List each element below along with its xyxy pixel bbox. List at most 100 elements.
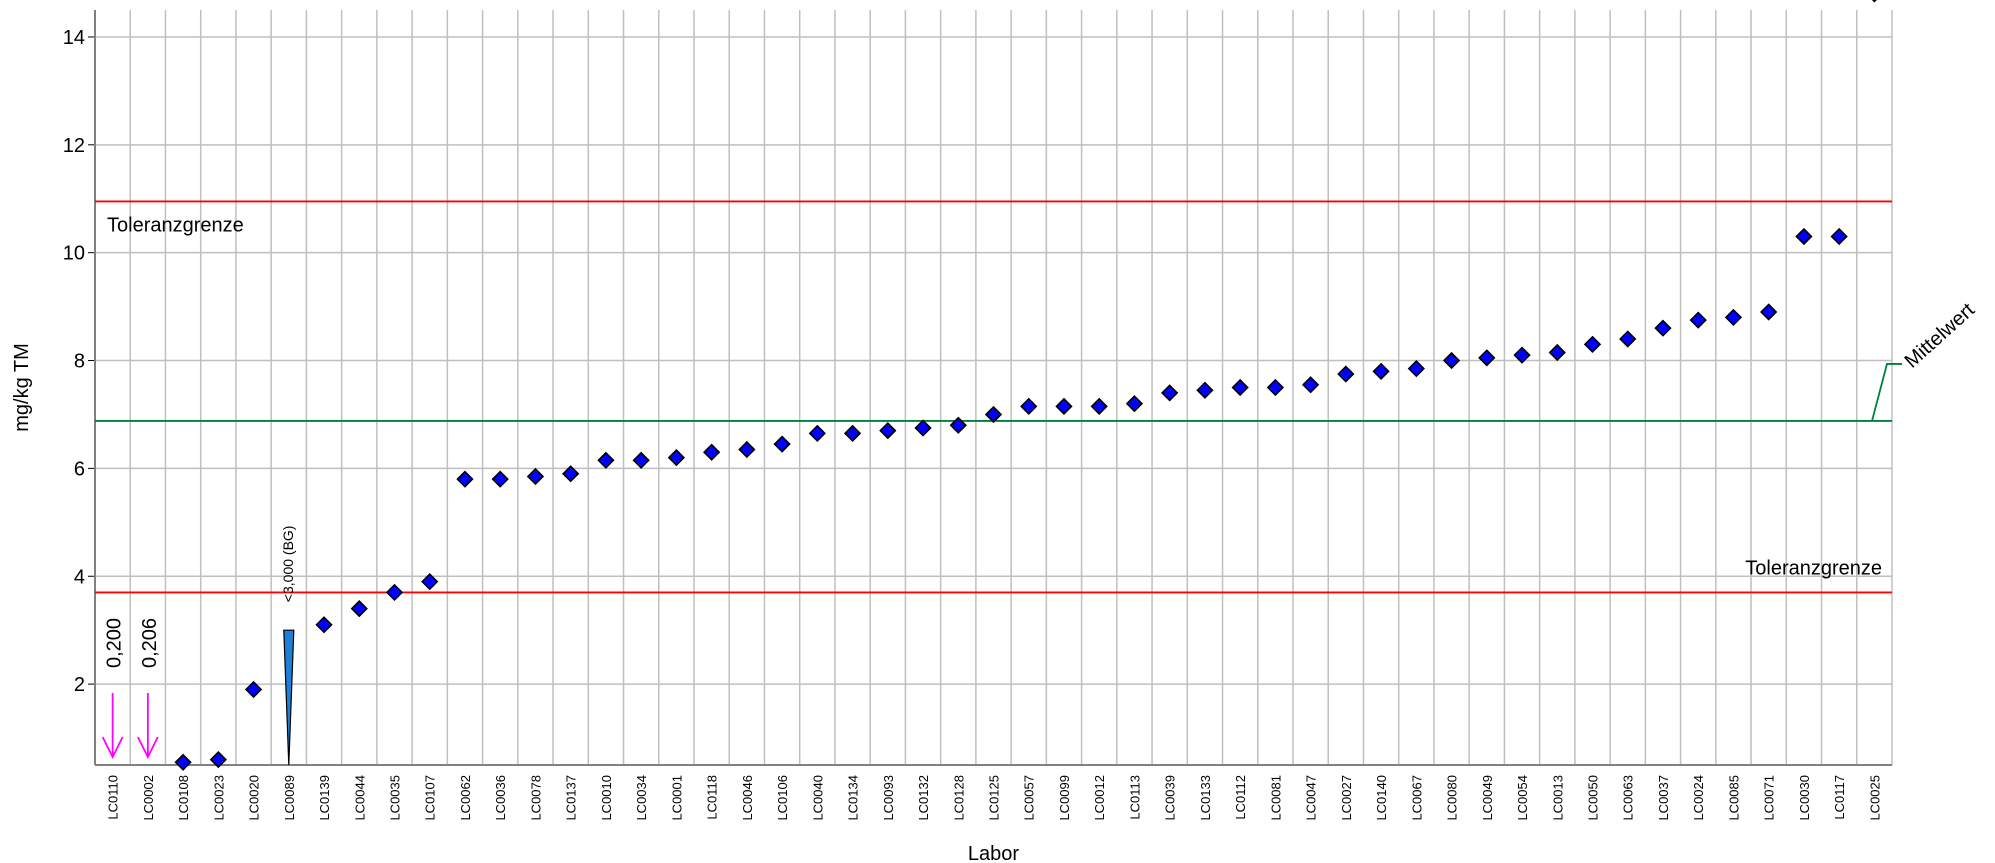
x-tick-label: LC0030 [1797,775,1812,821]
data-point [1478,349,1496,367]
data-point [1513,346,1531,364]
below-range-arrowhead [137,736,159,760]
x-tick-label: LC0062 [458,775,473,821]
x-tick-label: LC0020 [247,775,262,821]
data-point [597,451,615,469]
x-tick-label: LC0140 [1374,775,1389,821]
data-point [808,424,826,442]
data-point [350,599,368,618]
x-tick-label: LC0110 [106,775,121,820]
below-range-label: 0,200 [104,618,126,668]
x-tick-label: LC0002 [141,775,156,821]
x-tick-label: LC0093 [881,775,896,821]
data-point [456,470,474,488]
x-tick-label: LC0134 [846,775,861,821]
x-tick-label: LC0067 [1409,775,1424,821]
x-tick-label: LC0012 [1092,775,1107,821]
data-point [1689,311,1707,329]
data-point [1548,343,1566,362]
x-tick-label: LC0137 [564,775,579,821]
x-tick-label: LC0078 [528,775,543,821]
data-point [315,616,333,634]
y-tick-label: 12 [63,135,85,157]
x-tick-label: LC0023 [211,775,226,821]
x-tick-label: LC0034 [634,775,649,821]
data-point [1231,378,1249,397]
data-point [1871,0,1877,3]
y-tick-label: 14 [63,27,85,49]
y-tick-label: 8 [74,351,85,373]
y-tick-label: 4 [74,566,85,588]
data-point [1266,378,1285,397]
x-tick-label: LC0132 [916,775,931,821]
x-tick-label: LC0001 [669,775,684,821]
data-point [843,424,862,442]
y-tick-label: 6 [74,458,85,480]
x-tick-label: LC0128 [951,775,966,821]
data-point [1407,359,1425,378]
x-tick-label: LC0118 [705,775,720,820]
x-tick-label: LC0057 [1022,775,1037,821]
y-tick-label: 2 [74,674,85,696]
x-tick-label: LC0113 [1127,775,1142,820]
data-point [1619,330,1637,348]
x-tick-label: LC0040 [810,775,825,821]
less-than-label: <3,000 (BG) [280,526,296,603]
data-point [1055,397,1073,416]
data-point [1654,319,1672,337]
x-tick-label: LC0133 [1198,775,1213,821]
x-tick-label: LC0050 [1586,775,1601,821]
data-point [738,440,756,459]
below-range-arrowhead [101,736,124,760]
x-tick-label: LC0139 [317,775,332,821]
x-tick-label: LC0010 [599,775,614,821]
x-axis-label: Labor [968,843,1019,863]
x-tick-label: LC0085 [1726,775,1741,821]
x-tick-label: LC0024 [1691,775,1706,821]
data-point [1795,227,1813,246]
x-tick-label: LC0044 [352,775,367,821]
data-point [1372,362,1390,380]
data-point [526,467,545,486]
x-tick-label: LC0036 [493,775,508,821]
data-point [667,448,686,467]
x-tick-label: LC0039 [1163,775,1178,821]
data-point [562,465,580,483]
data-point [773,435,791,453]
data-point [209,750,227,769]
data-point [1125,395,1144,413]
data-point [1583,335,1602,353]
data-point [1301,376,1320,394]
x-tick-label: LC0047 [1304,775,1319,821]
data-point [491,470,509,488]
x-tick-label: LC0117 [1832,775,1847,820]
data-point [244,680,263,699]
data-point [702,443,721,461]
mean-leader-line [1871,363,1902,422]
data-point [1196,381,1214,399]
x-tick-label: LC0035 [388,775,403,821]
x-tick-label: LC0046 [740,775,755,821]
data-point [1442,351,1461,370]
data-point [385,583,404,602]
data-point [632,451,650,469]
x-tick-label: LC0112 [1233,775,1248,820]
lower-tolerance-label: Toleranzgrenze [1745,557,1882,579]
y-axis-label: mg/kg TM [11,343,33,432]
x-tick-label: LC0125 [987,775,1002,821]
data-point [949,416,967,434]
x-tick-label: LC0081 [1268,775,1283,821]
x-tick-label: LC0063 [1621,775,1636,821]
data-point [914,419,932,437]
data-point [1724,308,1743,327]
x-tick-label: LC0108 [176,775,191,821]
below-range-label: 0,206 [139,618,161,668]
data-point [879,422,897,440]
x-tick-label: LC0027 [1339,775,1354,821]
axis-labels: Labor mg/kg TM [11,343,1019,863]
mean-label: Mittelwert [1901,299,1980,373]
x-tick-label: LC0106 [775,775,790,821]
data-point [1337,365,1355,383]
axes: 2 4 6 8 10 12 14 LC0110 LC0002 LC0108 LC0023 LC0020… [63,10,1892,821]
